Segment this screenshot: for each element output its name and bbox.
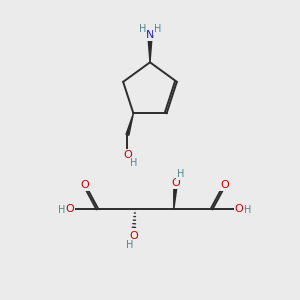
Text: N: N (146, 30, 154, 40)
Text: O: O (235, 204, 243, 214)
Text: O: O (80, 180, 89, 190)
Text: H: H (126, 239, 134, 250)
Polygon shape (126, 113, 134, 135)
Text: O: O (124, 150, 132, 160)
Text: O: O (129, 231, 138, 241)
Text: O: O (66, 204, 74, 214)
Text: H: H (177, 169, 184, 179)
Polygon shape (148, 40, 152, 62)
Text: H: H (139, 24, 146, 34)
Text: H: H (58, 205, 65, 215)
Text: O: O (172, 178, 181, 188)
Text: H: H (154, 24, 161, 34)
Text: H: H (130, 158, 138, 168)
Text: O: O (220, 180, 229, 190)
Polygon shape (174, 188, 177, 209)
Text: H: H (244, 205, 251, 215)
